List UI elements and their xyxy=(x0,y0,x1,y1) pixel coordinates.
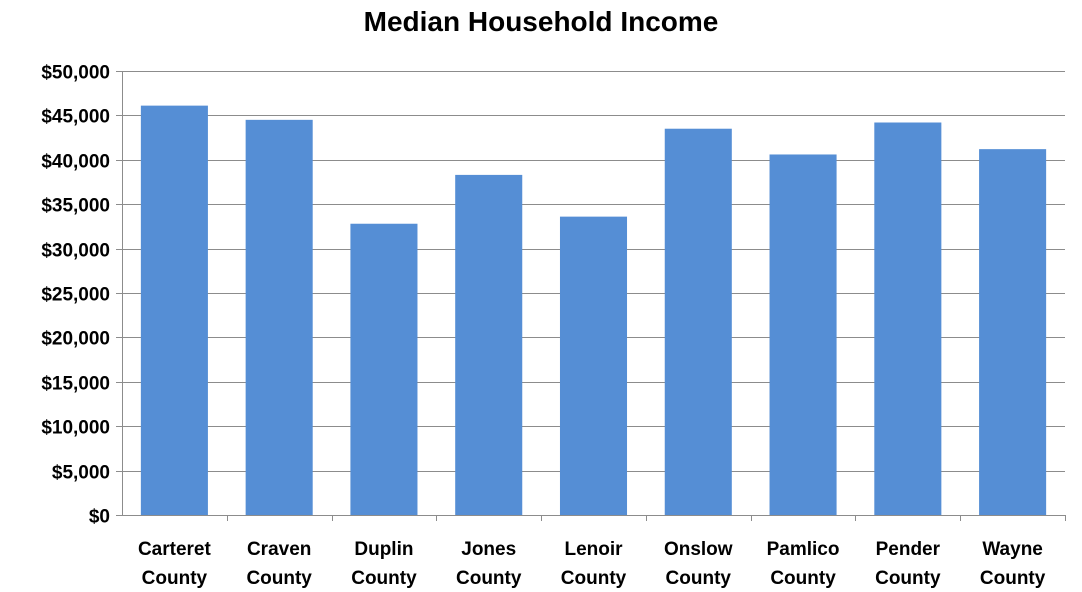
x-tick-label: Jones xyxy=(461,539,516,560)
x-tick-label: County xyxy=(561,568,627,589)
x-tick-label: Carteret xyxy=(138,539,212,560)
bar xyxy=(664,128,732,515)
x-tick-label: County xyxy=(980,568,1046,589)
y-tick-label: $40,000 xyxy=(41,152,110,173)
x-tick-label: County xyxy=(142,568,208,589)
y-tick-label: $20,000 xyxy=(41,329,110,350)
x-tick-label: County xyxy=(666,568,732,589)
labels: $0 $5,000 $10,000 $15,000 $20,000 $25,000 $30,… xyxy=(41,63,1045,590)
x-tick-label: Lenoir xyxy=(564,539,623,560)
x-tick-label: Pender xyxy=(876,539,941,560)
bars xyxy=(140,105,1047,516)
y-tick-label: $35,000 xyxy=(41,196,110,217)
y-tick-label: $45,000 xyxy=(41,107,110,128)
y-tick-label: $30,000 xyxy=(41,241,110,262)
x-tick-label: County xyxy=(351,568,417,589)
x-tick-label: Craven xyxy=(247,539,311,560)
y-tick-label: $25,000 xyxy=(41,285,110,306)
x-tick-label: County xyxy=(770,568,836,589)
y-tick-label: $15,000 xyxy=(41,374,110,395)
x-tick-label: County xyxy=(875,568,941,589)
y-tick-label: $0 xyxy=(89,507,110,528)
x-tick-label: Onslow xyxy=(664,539,733,560)
x-tick-label: Duplin xyxy=(354,539,413,560)
bar xyxy=(874,122,942,515)
axes xyxy=(116,71,1066,521)
bar xyxy=(979,149,1047,516)
x-tick-label: Pamlico xyxy=(767,539,840,560)
x-tick-label: County xyxy=(456,568,522,589)
y-tick-label: $10,000 xyxy=(41,418,110,439)
bar xyxy=(769,154,837,516)
bar xyxy=(140,105,208,515)
bar xyxy=(559,216,628,515)
bar xyxy=(245,119,313,515)
y-tick-label: $5,000 xyxy=(52,463,110,484)
y-tick-label: $50,000 xyxy=(41,63,110,84)
x-tick-label: County xyxy=(246,568,312,589)
x-tick-label: Wayne xyxy=(982,539,1043,560)
chart-title: Median Household Income xyxy=(363,6,719,37)
bar xyxy=(455,174,523,515)
bar xyxy=(350,223,418,515)
